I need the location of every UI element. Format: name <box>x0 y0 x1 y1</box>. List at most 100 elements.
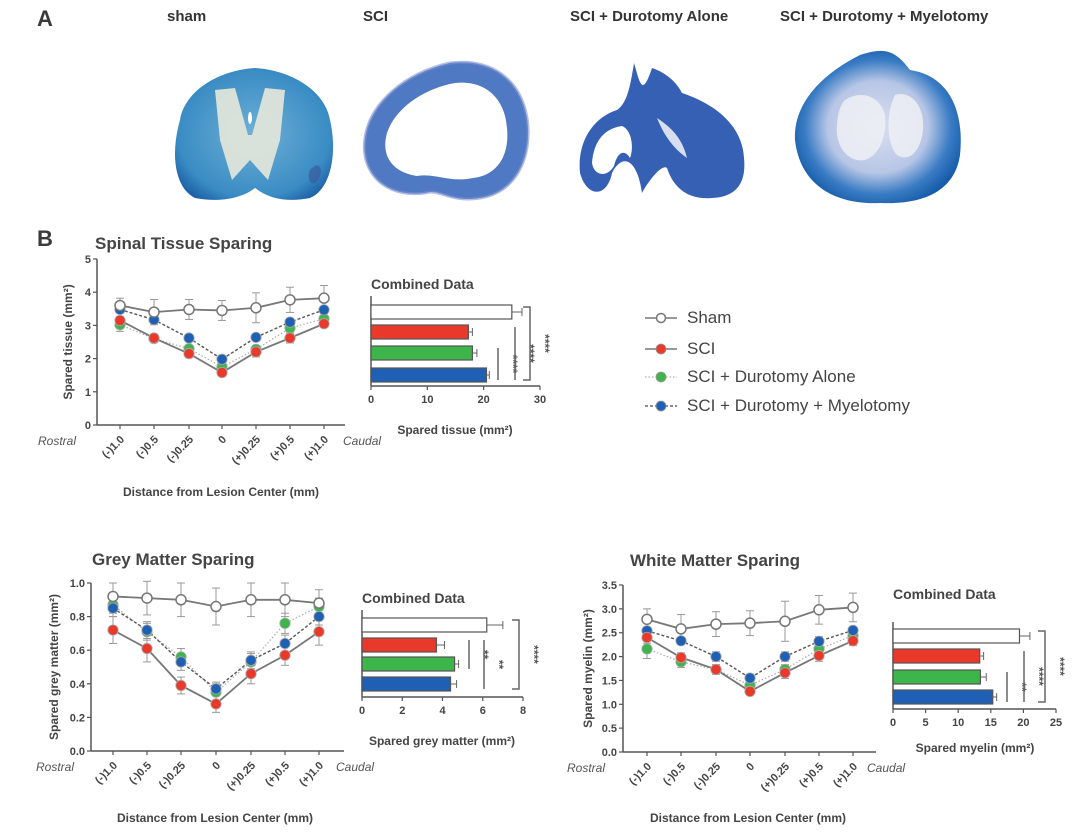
spinal-line-y-tick-label: 2 <box>85 354 91 366</box>
panel-b-label: B <box>37 226 53 251</box>
spinal-line-x-tick-label: (+)1.0 <box>302 434 331 463</box>
grey-line-point-sham <box>279 594 291 606</box>
legend-item-sham: Sham <box>645 308 731 328</box>
white-bar-significance-label: **** <box>1053 657 1067 676</box>
legend-label-sci: SCI <box>687 339 716 358</box>
spinal-bar-bar-sham <box>370 304 513 320</box>
spinal-bar-significance-label: **** <box>538 334 552 353</box>
histology-image-sham <box>175 68 334 200</box>
white-bar-significance-label: ** <box>1015 682 1029 692</box>
grey-bar-x-tick-label: 6 <box>480 705 486 717</box>
spinal-line-rostral-label: Rostral <box>38 434 76 448</box>
spinal-line-x-tick-label: 0 <box>216 434 229 447</box>
white-line-y-tick-label: 3.0 <box>602 604 617 616</box>
grey-line-x-tick-label: (+)1.0 <box>297 760 326 789</box>
grey-line-x-tick-label: (+)0.5 <box>263 760 292 789</box>
grey-line-y-tick-label: 1.0 <box>70 578 85 590</box>
grey-line-point-myelotomy <box>245 654 257 666</box>
spinal-bar-bar-myelotomy <box>370 367 488 383</box>
spinal-bar-x-tick-label: 30 <box>534 394 546 406</box>
grey-bar-bar-durotomy <box>361 656 456 672</box>
white-line-point-sci <box>710 663 722 676</box>
grey-line-point-myelotomy <box>210 683 222 695</box>
white-line-y-tick-label: 2.0 <box>602 652 617 664</box>
spinal-bar-bar-durotomy <box>370 345 474 361</box>
spinal-line-y-tick-label: 4 <box>85 287 92 299</box>
grey-bar-x-label: Spared grey matter (mm²) <box>369 734 515 748</box>
grey-bar-bar-sham <box>361 617 488 633</box>
white-line-point-sci <box>779 667 791 679</box>
spinal-bar-x-tick-label: 20 <box>478 394 490 406</box>
white-line-y-tick-label: 0.0 <box>602 747 617 759</box>
spinal-line-point-sci <box>216 366 228 379</box>
white-bar-significance-label: **** <box>1032 667 1046 686</box>
spinal-line-point-sham <box>216 304 228 317</box>
spinal-line-point-sci <box>250 346 262 358</box>
spinal-bar-x-label: Spared tissue (mm²) <box>397 423 512 437</box>
grey-line-y-tick-label: 0.2 <box>70 712 85 724</box>
spinal-bar-significance-label: **** <box>506 355 520 374</box>
grey-bar-x-tick-label: 4 <box>439 705 446 717</box>
white-line-point-sham <box>813 604 825 616</box>
spinal-line-y-tick-label: 0 <box>85 420 91 432</box>
grey-bar-bar-myelotomy <box>361 676 452 692</box>
grey-line-y-label: Spared grey matter (mm²) <box>47 594 61 740</box>
spinal-line-caudal-label: Caudal <box>343 434 381 448</box>
white-line-point-sci <box>813 650 825 662</box>
grey-line-x-tick-label: 0 <box>210 760 223 773</box>
grey-bar-x-tick-label: 2 <box>399 705 405 717</box>
grey-line-title: Grey Matter Sparing <box>92 550 255 569</box>
grey-bar-x-tick-label: 0 <box>359 705 365 717</box>
white-line-point-myelotomy <box>710 650 722 663</box>
white-line-point-durotomy <box>641 643 653 655</box>
grey-line-point-sham <box>210 600 222 613</box>
spinal-line-point-myelotomy <box>250 331 262 343</box>
grey-line-x-tick-label: (-)0.25 <box>157 760 188 791</box>
grey-line-x-tick-label: (-)1.0 <box>93 760 120 787</box>
white-line-title: White Matter Sparing <box>630 551 800 570</box>
spinal-line-point-sham <box>284 294 296 306</box>
legend-label-durotomy: SCI + Durotomy Alone <box>687 367 856 386</box>
white-line-point-sham <box>675 623 687 635</box>
histology-image-durotomy <box>579 63 745 199</box>
grey-bar-title: Combined Data <box>362 590 465 606</box>
white-line-point-sham <box>744 617 756 629</box>
spinal-line-title: Spinal Tissue Sparing <box>95 234 272 253</box>
spinal-line-y-tick-label: 5 <box>85 254 91 266</box>
histology-image-myelotomy <box>794 50 961 204</box>
grey-line-point-sci <box>245 668 257 680</box>
white-line-x-tick-label: (-)0.5 <box>661 761 688 788</box>
white-bar-bar-durotomy <box>892 669 981 685</box>
image-title-sham: sham <box>167 8 207 25</box>
grey-line-y-tick-label: 0.8 <box>70 612 85 624</box>
image-title-sci: SCI <box>363 8 389 25</box>
spinal-line-x-tick-label: (+)0.25 <box>230 434 263 467</box>
panel-a-label: A <box>37 6 53 31</box>
grey-line-y-tick-label: 0.6 <box>70 645 85 657</box>
white-line-point-sci <box>744 685 756 698</box>
grey-line-point-myelotomy <box>313 610 325 623</box>
spinal-line-x-label: Distance from Lesion Center (mm) <box>123 485 319 499</box>
spinal-line-x-tick-label: (-)0.5 <box>134 434 161 461</box>
white-line-point-sci <box>641 631 653 644</box>
grey-line-point-durotomy <box>279 617 291 629</box>
white-bar-bar-myelotomy <box>892 689 994 705</box>
spinal-line-point-sham <box>148 306 160 318</box>
spinal-line-y-label: Spared tissue (mm²) <box>61 284 75 399</box>
white-bar-x-tick-label: 25 <box>1050 717 1062 729</box>
white-line-y-tick-label: 3.5 <box>602 580 617 592</box>
grey-line-point-myelotomy <box>107 602 119 614</box>
white-line-point-sci <box>847 635 859 647</box>
grey-bar-significance-label: **** <box>527 645 541 664</box>
white-line-y-tick-label: 2.5 <box>602 628 617 640</box>
spinal-line-y-tick-label: 1 <box>85 387 91 399</box>
grey-line-y-tick-label: 0.4 <box>70 679 86 691</box>
white-bar-title: Combined Data <box>893 586 996 602</box>
legend-label-sham: Sham <box>687 308 732 327</box>
grey-line-x-tick-label: (+)0.25 <box>225 760 258 793</box>
grey-line-y-tick-label: 0.0 <box>70 746 85 758</box>
grey-line-rostral-label: Rostral <box>36 760 74 774</box>
spinal-line-point-sci <box>284 332 296 344</box>
white-line-y-tick-label: 0.5 <box>602 723 617 735</box>
